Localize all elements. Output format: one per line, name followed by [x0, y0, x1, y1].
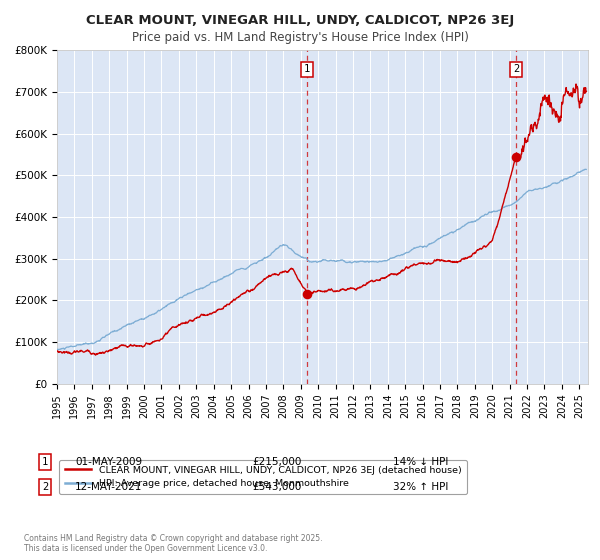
Text: 32% ↑ HPI: 32% ↑ HPI	[393, 482, 448, 492]
Text: £543,000: £543,000	[252, 482, 301, 492]
Text: Price paid vs. HM Land Registry's House Price Index (HPI): Price paid vs. HM Land Registry's House …	[131, 31, 469, 44]
Text: 1: 1	[304, 64, 310, 74]
Text: 01-MAY-2009: 01-MAY-2009	[75, 457, 142, 467]
Text: 14% ↓ HPI: 14% ↓ HPI	[393, 457, 448, 467]
Point	[511, 153, 521, 162]
Text: 1: 1	[42, 457, 48, 467]
Legend: CLEAR MOUNT, VINEGAR HILL, UNDY, CALDICOT, NP26 3EJ (detached house), HPI: Avera: CLEAR MOUNT, VINEGAR HILL, UNDY, CALDICO…	[59, 460, 467, 494]
Text: 2: 2	[42, 482, 48, 492]
Text: £215,000: £215,000	[252, 457, 301, 467]
Text: CLEAR MOUNT, VINEGAR HILL, UNDY, CALDICOT, NP26 3EJ: CLEAR MOUNT, VINEGAR HILL, UNDY, CALDICO…	[86, 14, 514, 27]
Point	[302, 290, 312, 298]
Text: Contains HM Land Registry data © Crown copyright and database right 2025.
This d: Contains HM Land Registry data © Crown c…	[24, 534, 323, 553]
Text: 2: 2	[513, 64, 519, 74]
Text: 12-MAY-2021: 12-MAY-2021	[75, 482, 142, 492]
